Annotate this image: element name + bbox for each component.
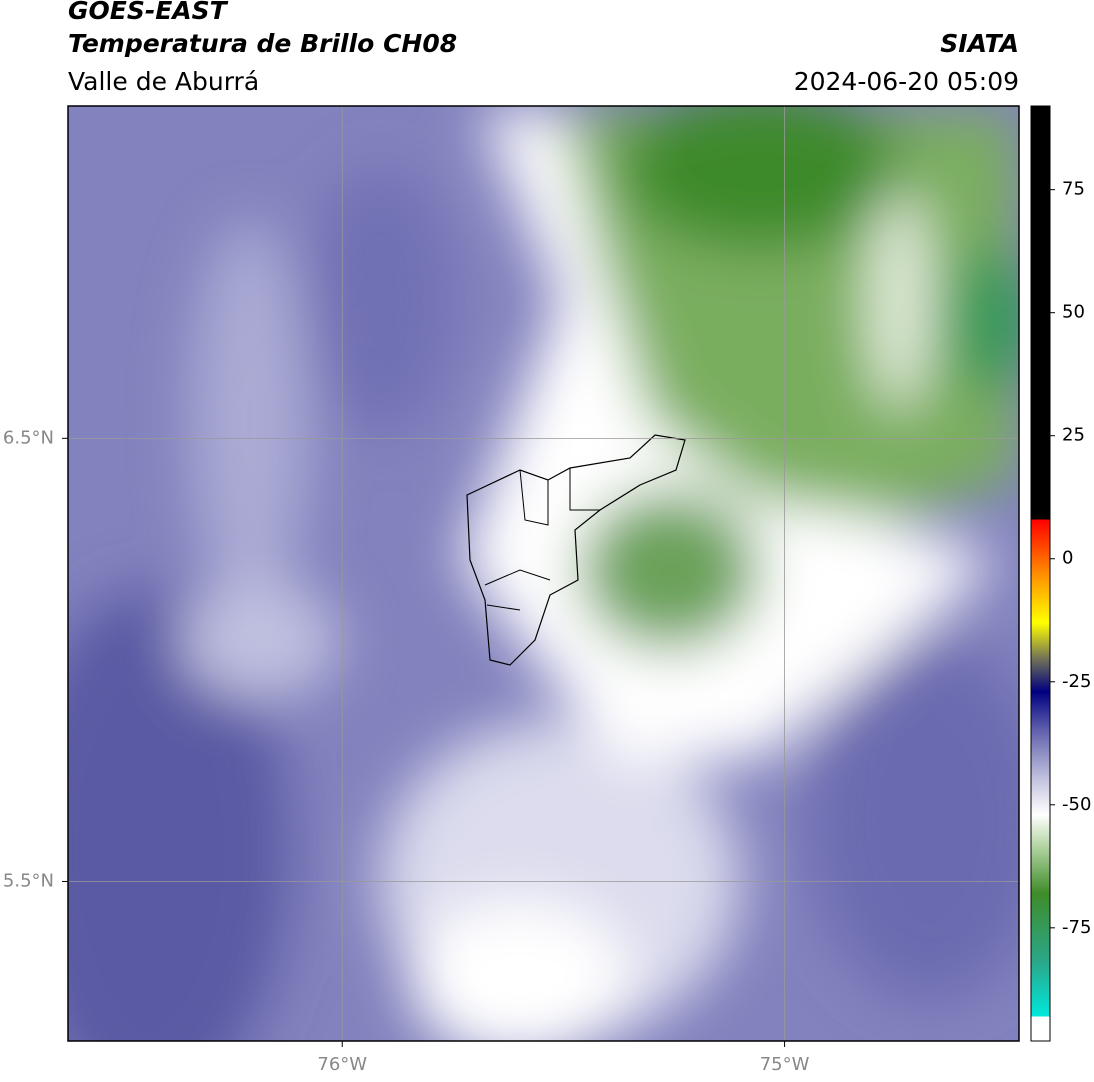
colorbar-tick-label: -50 xyxy=(1062,794,1091,815)
region: Valle de Aburrá xyxy=(68,67,259,96)
map-frame xyxy=(67,105,1020,1042)
y-tick-label: 5.5°N xyxy=(3,870,54,891)
datetime: 2024-06-20 05:09 xyxy=(794,67,1019,96)
y-tick-label: 6.5°N xyxy=(3,427,54,448)
colorbar-tick-label: -75 xyxy=(1062,917,1091,938)
colorbar-tick-label: 25 xyxy=(1062,425,1085,446)
colorbar xyxy=(1030,105,1051,1042)
x-tick-label: 76°W xyxy=(317,1054,367,1075)
colorbar-tick-label: 75 xyxy=(1062,179,1085,200)
source: SIATA xyxy=(940,29,1019,58)
imagery xyxy=(68,106,1019,1041)
subtitle: Temperatura de Brillo CH08 xyxy=(68,29,457,58)
colorbar-tick-label: -25 xyxy=(1062,671,1091,692)
colorbar-tick-label: 0 xyxy=(1062,548,1073,569)
colorbar-tick-label: 50 xyxy=(1062,302,1085,323)
x-tick-label: 75°W xyxy=(760,1054,810,1075)
title: GOES-EAST xyxy=(68,0,229,25)
